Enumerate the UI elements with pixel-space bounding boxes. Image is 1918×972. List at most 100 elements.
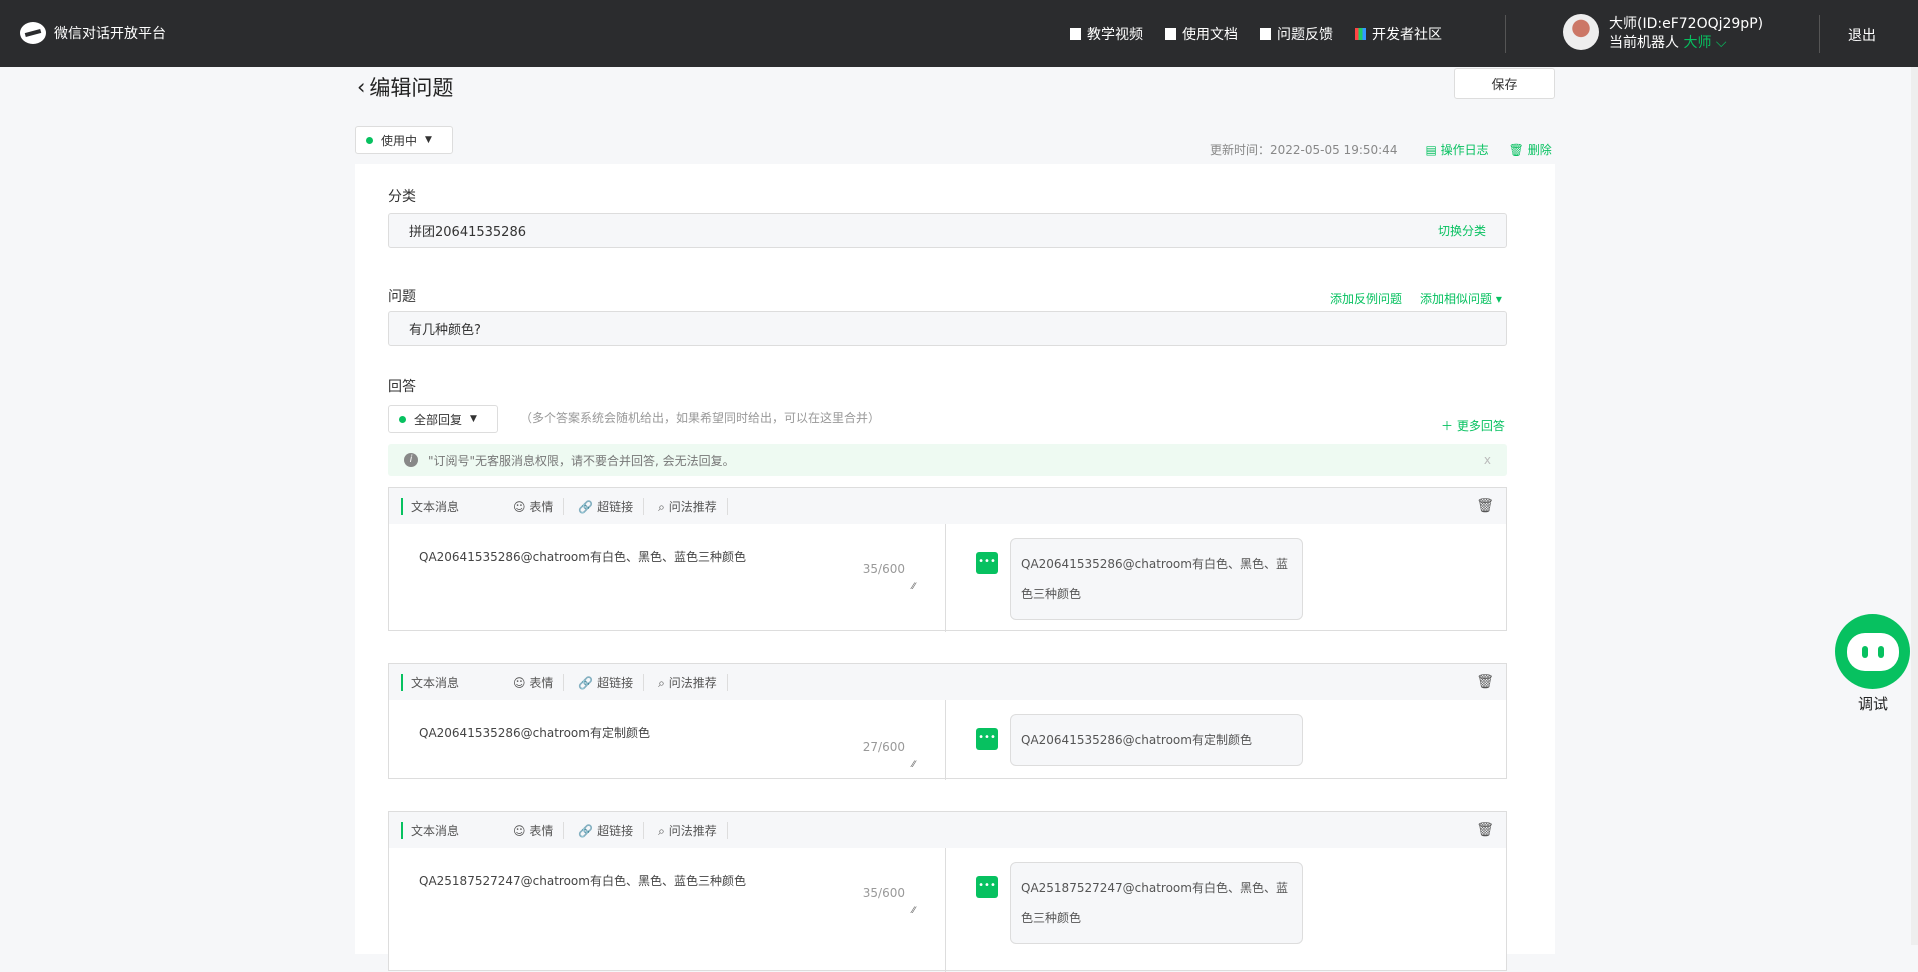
scrollbar[interactable] (1911, 67, 1918, 945)
delete-link[interactable]: 🗑 删除 (1508, 143, 1552, 157)
page-title: 编辑问题 (369, 76, 454, 100)
link-label: 超链接 (597, 499, 634, 514)
link-label: 超链接 (597, 675, 634, 690)
log-label: 操作日志 (1440, 143, 1489, 157)
nav-label: 使用文档 (1182, 27, 1238, 43)
char-count: 27/600 (862, 740, 905, 754)
question-actions: 添加反例问题 添加相似问题 ▾ (1330, 290, 1502, 307)
info-icon: i (404, 453, 418, 467)
wechat-icon: ••• (976, 876, 998, 898)
nav-feedback[interactable]: 问题反馈 (1260, 24, 1333, 44)
divider (1819, 15, 1820, 53)
question-value: 有几种颜色? (409, 323, 481, 338)
divider (1505, 15, 1506, 53)
back-button[interactable]: ‹ 编辑问题 (357, 72, 453, 102)
video-icon (1070, 28, 1081, 40)
answer-text: QA20641535286@chatroom有白色、黑色、蓝色三种颜色 (419, 550, 746, 564)
reply-mode-dropdown[interactable]: 全部回复 ▼ (388, 405, 498, 433)
preview-pane: ••• QA25187527247@chatroom有白色、黑色、蓝色三种颜色 (946, 848, 1506, 972)
resize-handle[interactable]: ⁄⁄ (911, 582, 915, 592)
trash-icon[interactable]: 🗑 (1476, 674, 1494, 690)
top-bar: 微信对话开放平台 教学视频 使用文档 问题反馈 开发者社区 大师(ID:eF72… (0, 0, 1918, 67)
resize-handle[interactable]: ⁄⁄ (911, 760, 915, 770)
robot-icon (1846, 632, 1899, 671)
edit-card: 分类 拼团20641535286 切换分类 问题 添加反例问题 添加相似问题 ▾ … (355, 164, 1555, 972)
answer-block: 文本消息 ☺ 表情 🔗 超链接 ⌕ 问法推荐 🗑 QA25187527247@c… (388, 811, 1507, 972)
avatar[interactable] (1563, 14, 1599, 50)
answer-textarea[interactable]: QA20641535286@chatroom有白色、黑色、蓝色三种颜色 35/6… (389, 524, 946, 632)
add-similar-label: 添加相似问题 (1420, 292, 1493, 306)
app-title: 微信对话开放平台 (54, 26, 166, 42)
recommend-label: 问法推荐 (668, 823, 717, 838)
recommend-label: 问法推荐 (668, 675, 717, 690)
status-dot (366, 136, 373, 144)
status-dropdown[interactable]: 使用中 ▼ (355, 126, 453, 154)
answer-textarea[interactable]: QA20641535286@chatroom有定制颜色 27/600 ⁄⁄ (389, 700, 946, 780)
more-answers-button[interactable]: ＋ 更多回答 (1441, 417, 1505, 434)
save-button[interactable]: 保存 (1454, 68, 1555, 99)
switch-category-link[interactable]: 切换分类 (1437, 224, 1486, 238)
preview-bubble: QA25187527247@chatroom有白色、黑色、蓝色三种颜色 (1010, 862, 1303, 944)
emoji-button[interactable]: ☺ 表情 (513, 497, 565, 515)
plus-icon: ＋ (1441, 419, 1454, 433)
robot-name[interactable]: 大师 (1683, 35, 1712, 51)
trash-icon[interactable]: 🗑 (1476, 822, 1494, 838)
doc-icon (1165, 28, 1176, 40)
preview-pane: ••• QA20641535286@chatroom有定制颜色 (946, 700, 1506, 780)
logo[interactable]: 微信对话开放平台 (20, 22, 166, 44)
category-field[interactable]: 拼团20641535286 切换分类 (388, 213, 1507, 248)
nav-docs[interactable]: 使用文档 (1165, 24, 1238, 44)
preview-bubble: QA20641535286@chatroom有白色、黑色、蓝色三种颜色 (1010, 538, 1303, 620)
answer-textarea[interactable]: QA25187527247@chatroom有白色、黑色、蓝色三种颜色 35/6… (389, 848, 946, 972)
answer-hint: （多个答案系统会随机给出，如果希望同时给出，可以在这里合并） (520, 411, 881, 425)
caret-down-icon: ▼ (425, 135, 432, 145)
trash-icon[interactable]: 🗑 (1476, 498, 1494, 514)
hyperlink-button[interactable]: 🔗 超链接 (578, 497, 645, 515)
hyperlink-button[interactable]: 🔗 超链接 (578, 821, 645, 839)
close-icon[interactable]: x (1483, 453, 1491, 467)
answer-text: QA25187527247@chatroom有白色、黑色、蓝色三种颜色 (419, 874, 746, 888)
nav-video[interactable]: 教学视频 (1070, 24, 1143, 44)
notice-banner: i "订阅号"无客服消息权限，请不要合并回答, 会无法回复。 x (388, 444, 1507, 476)
nav-label: 开发者社区 (1372, 27, 1442, 43)
top-nav: 教学视频 使用文档 问题反馈 开发者社区 (1070, 24, 1442, 44)
emoji-label: 表情 (529, 675, 554, 690)
wechat-icon: ••• (976, 728, 998, 750)
chevron-down-icon[interactable]: ⌵ (1715, 35, 1727, 51)
recommend-button[interactable]: ⌕ 问法推荐 (658, 673, 728, 691)
debug-label[interactable]: 调试 (1858, 695, 1889, 713)
robot-label: 当前机器人 (1609, 35, 1679, 51)
question-label: 问题 (388, 289, 416, 305)
logo-icon (20, 22, 46, 44)
char-count: 35/600 (862, 886, 905, 900)
recommend-button[interactable]: ⌕ 问法推荐 (658, 821, 728, 839)
user-name: 大师(ID:eF72OQj29pP) (1609, 16, 1764, 32)
meta-bar: 更新时间：2022-05-05 19:50:44 ▤ 操作日志 🗑 删除 (1210, 141, 1552, 158)
resize-handle[interactable]: ⁄⁄ (911, 906, 915, 916)
update-time: 更新时间：2022-05-05 19:50:44 (1210, 143, 1398, 157)
debug-bot-button[interactable] (1835, 614, 1910, 689)
add-similar-question-link[interactable]: 添加相似问题 ▾ (1420, 292, 1502, 306)
wechat-icon: ••• (976, 552, 998, 574)
hyperlink-button[interactable]: 🔗 超链接 (578, 673, 645, 691)
operation-log-link[interactable]: ▤ 操作日志 (1425, 143, 1489, 157)
add-counter-question-link[interactable]: 添加反例问题 (1330, 292, 1403, 306)
emoji-button[interactable]: ☺ 表情 (513, 673, 565, 691)
message-type-label: 文本消息 (401, 497, 459, 515)
question-input[interactable]: 有几种颜色? (388, 311, 1507, 346)
answer-label: 回答 (388, 379, 416, 395)
answer-block: 文本消息 ☺ 表情 🔗 超链接 ⌕ 问法推荐 🗑 QA20641535286@c… (388, 487, 1507, 632)
feedback-icon (1260, 28, 1271, 40)
nav-community[interactable]: 开发者社区 (1355, 24, 1442, 44)
notice-text: "订阅号"无客服消息权限，请不要合并回答, 会无法回复。 (428, 453, 735, 468)
answer-block: 文本消息 ☺ 表情 🔗 超链接 ⌕ 问法推荐 🗑 QA20641535286@c… (388, 663, 1507, 780)
answer-toolbar: 文本消息 ☺ 表情 🔗 超链接 ⌕ 问法推荐 🗑 (389, 812, 1506, 848)
user-info[interactable]: 大师(ID:eF72OQj29pP) 当前机器人 大师 ⌵ (1609, 15, 1763, 53)
answer-toolbar: 文本消息 ☺ 表情 🔗 超链接 ⌕ 问法推荐 🗑 (389, 488, 1506, 524)
logout-button[interactable]: 退出 (1848, 28, 1876, 44)
emoji-button[interactable]: ☺ 表情 (513, 821, 565, 839)
recommend-button[interactable]: ⌕ 问法推荐 (658, 497, 728, 515)
answer-text: QA20641535286@chatroom有定制颜色 (419, 726, 650, 740)
nav-label: 问题反馈 (1277, 27, 1333, 43)
status-label: 使用中 (381, 133, 418, 148)
